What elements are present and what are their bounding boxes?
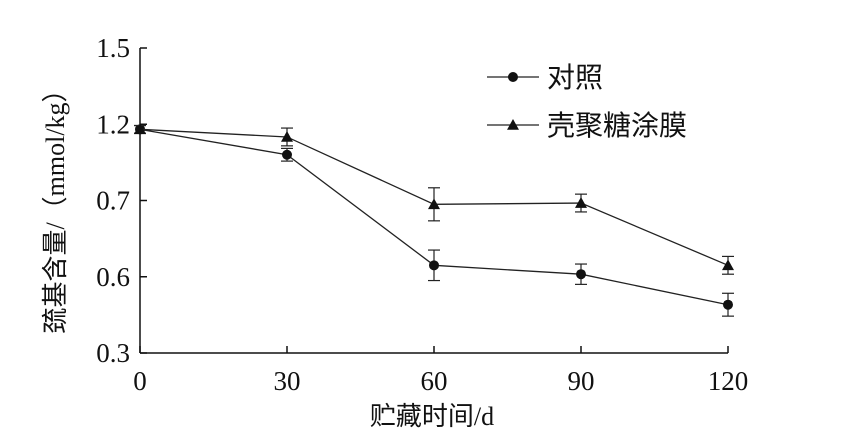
x-tick-label: 120 — [708, 366, 749, 396]
axes: 0 30 60 90 120 0.3 0.6 0.7 1.2 1.5 — [96, 33, 748, 396]
data-point-triangle — [722, 259, 734, 271]
x-tick-label: 90 — [568, 366, 595, 396]
data-point-circle — [282, 149, 292, 160]
y-axis-label: 巯基含量/（mmol/kg） — [41, 76, 70, 333]
x-tick-label: 0 — [133, 366, 147, 396]
x-tick-label: 30 — [274, 366, 301, 396]
y-tick-label: 1.2 — [96, 109, 130, 139]
data-point-triangle — [281, 130, 293, 142]
legend-label: 对照 — [547, 62, 603, 94]
x-axis-label: 贮藏时间/d — [370, 402, 494, 431]
series-layer — [134, 123, 734, 317]
series-2 — [134, 123, 734, 275]
data-point-circle — [576, 269, 586, 280]
x-tick-label: 60 — [421, 366, 448, 396]
legend-item-1: 对照 — [487, 62, 603, 94]
data-point-triangle — [428, 198, 440, 210]
data-point-circle — [508, 72, 518, 82]
data-point-triangle — [507, 119, 519, 130]
data-point-circle — [429, 260, 439, 271]
y-tick-label: 0.3 — [96, 338, 130, 368]
data-point-triangle — [575, 197, 587, 208]
y-tick-label: 1.5 — [96, 33, 130, 63]
y-tick-label: 0.7 — [96, 186, 130, 216]
legend-item-2: 壳聚糖涂膜 — [487, 110, 687, 142]
data-point-circle — [723, 299, 733, 310]
legend-label: 壳聚糖涂膜 — [547, 110, 687, 142]
data-point-triangle — [134, 123, 146, 135]
y-tick-label: 0.6 — [96, 262, 130, 292]
